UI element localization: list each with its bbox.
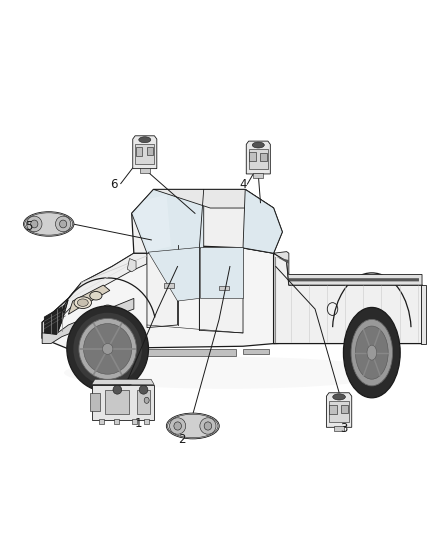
Bar: [114, 419, 119, 424]
Bar: [144, 419, 149, 424]
Bar: [147, 147, 153, 156]
Ellipse shape: [113, 385, 122, 394]
Text: 5: 5: [25, 220, 33, 233]
Text: 4: 4: [239, 177, 247, 191]
Ellipse shape: [170, 418, 186, 434]
Circle shape: [144, 397, 149, 403]
Bar: [164, 283, 174, 288]
Bar: [132, 419, 137, 424]
Ellipse shape: [27, 216, 42, 232]
Bar: [341, 405, 348, 414]
Bar: [249, 149, 268, 169]
Bar: [92, 384, 154, 419]
Polygon shape: [132, 189, 283, 253]
Ellipse shape: [204, 422, 212, 430]
Bar: [91, 393, 100, 411]
Text: 6: 6: [110, 177, 118, 191]
Bar: [219, 286, 229, 290]
Ellipse shape: [356, 326, 388, 379]
Ellipse shape: [64, 357, 392, 389]
Polygon shape: [132, 189, 204, 253]
Ellipse shape: [25, 213, 73, 235]
Ellipse shape: [351, 319, 392, 386]
Ellipse shape: [78, 299, 88, 306]
Polygon shape: [44, 305, 65, 335]
Polygon shape: [134, 195, 171, 252]
Bar: [137, 390, 150, 414]
Ellipse shape: [166, 413, 219, 439]
Polygon shape: [68, 285, 110, 314]
Bar: [106, 390, 129, 414]
Ellipse shape: [73, 313, 142, 385]
Polygon shape: [92, 379, 154, 384]
Text: 1: 1: [134, 417, 142, 430]
Polygon shape: [147, 245, 199, 328]
Polygon shape: [133, 136, 157, 168]
Polygon shape: [42, 245, 422, 349]
Bar: [136, 147, 142, 156]
Ellipse shape: [252, 142, 264, 148]
Bar: [254, 173, 263, 178]
Ellipse shape: [56, 216, 71, 232]
Polygon shape: [246, 141, 270, 174]
Ellipse shape: [168, 414, 218, 438]
Ellipse shape: [31, 220, 38, 228]
Ellipse shape: [104, 306, 111, 311]
Polygon shape: [127, 259, 136, 272]
Ellipse shape: [102, 305, 113, 313]
Ellipse shape: [67, 306, 148, 392]
Polygon shape: [274, 252, 422, 285]
Bar: [135, 144, 155, 164]
Polygon shape: [243, 189, 283, 253]
Ellipse shape: [24, 212, 74, 236]
Bar: [334, 426, 344, 431]
Ellipse shape: [200, 418, 216, 434]
Polygon shape: [277, 257, 419, 281]
Polygon shape: [64, 253, 147, 314]
Ellipse shape: [139, 385, 148, 394]
Ellipse shape: [74, 297, 92, 309]
Bar: [141, 350, 237, 356]
Polygon shape: [421, 285, 426, 344]
Bar: [249, 152, 256, 161]
Ellipse shape: [367, 345, 377, 360]
Bar: [260, 152, 267, 161]
Text: 3: 3: [340, 422, 347, 435]
Ellipse shape: [79, 318, 136, 379]
Bar: [140, 168, 150, 173]
Ellipse shape: [60, 220, 67, 228]
Bar: [99, 419, 104, 424]
Ellipse shape: [333, 394, 346, 400]
Ellipse shape: [343, 308, 400, 398]
Polygon shape: [200, 247, 243, 298]
Ellipse shape: [84, 324, 132, 374]
Text: 2: 2: [178, 433, 186, 446]
Polygon shape: [199, 248, 243, 333]
Polygon shape: [42, 298, 68, 338]
Ellipse shape: [174, 422, 181, 430]
Bar: [329, 401, 349, 422]
Bar: [243, 349, 269, 354]
Polygon shape: [148, 247, 199, 301]
Ellipse shape: [102, 343, 113, 354]
Polygon shape: [326, 393, 352, 427]
Polygon shape: [153, 189, 274, 208]
Bar: [329, 405, 336, 414]
Ellipse shape: [139, 137, 151, 143]
Polygon shape: [274, 253, 422, 344]
Ellipse shape: [90, 292, 102, 300]
Polygon shape: [42, 298, 134, 344]
